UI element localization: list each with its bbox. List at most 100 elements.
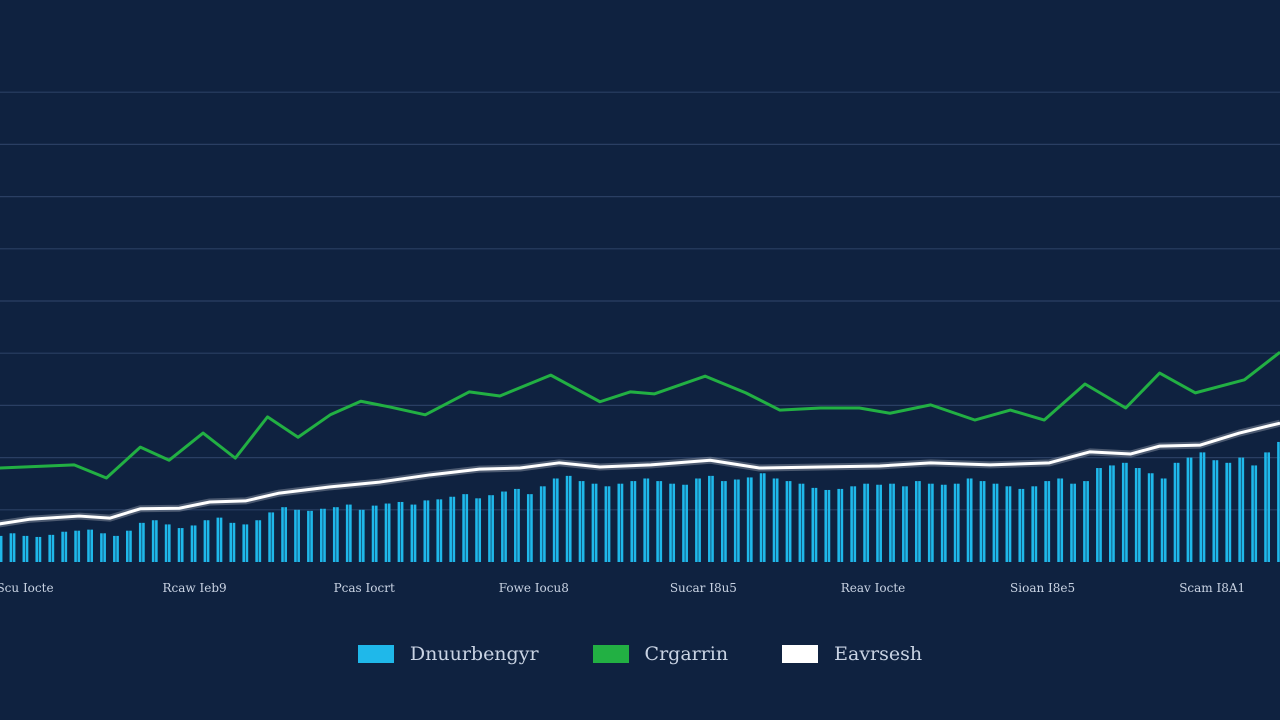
bar bbox=[798, 483, 802, 562]
bar bbox=[905, 486, 908, 562]
x-tick-label: Sucar I8u5 bbox=[670, 581, 737, 595]
bar bbox=[956, 483, 960, 562]
bar bbox=[229, 522, 233, 562]
bar bbox=[245, 524, 249, 562]
x-tick-label: Sioan I8e5 bbox=[1010, 581, 1075, 595]
x-tick-label: Reav Iocte bbox=[841, 581, 906, 595]
bar bbox=[759, 473, 763, 562]
bar bbox=[61, 531, 64, 562]
bar bbox=[90, 529, 93, 562]
bar bbox=[138, 522, 142, 562]
bar-series bbox=[0, 441, 1280, 562]
bar bbox=[953, 483, 957, 562]
bar bbox=[1060, 478, 1064, 562]
bar bbox=[1277, 441, 1280, 562]
bar bbox=[151, 520, 155, 562]
bar bbox=[1267, 452, 1271, 562]
bar bbox=[307, 510, 310, 562]
bar bbox=[695, 478, 698, 562]
bar bbox=[1070, 483, 1073, 562]
bar bbox=[594, 483, 598, 562]
x-tick-label: Rcaw Ieb9 bbox=[163, 581, 227, 595]
bar bbox=[514, 488, 517, 562]
legend: Dnuurbengyr Crgarrin Eavrsesh bbox=[0, 643, 1280, 665]
bar bbox=[711, 475, 714, 562]
bar bbox=[1134, 468, 1138, 562]
bar bbox=[74, 530, 77, 562]
bar bbox=[465, 494, 469, 562]
bar bbox=[25, 535, 29, 562]
bar bbox=[1251, 465, 1254, 562]
bar bbox=[258, 520, 262, 562]
bar bbox=[1173, 462, 1177, 562]
bar bbox=[750, 477, 753, 562]
bar bbox=[113, 535, 116, 562]
bar bbox=[568, 475, 572, 562]
bar bbox=[656, 481, 659, 562]
legend-item-bars: Dnuurbengyr bbox=[357, 643, 539, 665]
bar bbox=[449, 496, 452, 562]
bar bbox=[850, 486, 853, 562]
bar bbox=[720, 481, 724, 562]
bar bbox=[310, 510, 313, 562]
line-series bbox=[0, 350, 1280, 528]
bar bbox=[116, 535, 119, 562]
bar bbox=[853, 486, 857, 562]
bar bbox=[788, 481, 792, 562]
bar bbox=[737, 479, 740, 562]
bar bbox=[1241, 457, 1245, 562]
bar bbox=[892, 483, 895, 562]
bar bbox=[1073, 483, 1076, 562]
bar bbox=[840, 488, 844, 562]
bar bbox=[1021, 488, 1025, 562]
bar bbox=[876, 484, 879, 562]
bar bbox=[426, 500, 430, 562]
bar bbox=[371, 505, 375, 562]
legend-label: Crgarrin bbox=[644, 643, 729, 665]
bar bbox=[1044, 481, 1047, 562]
bar bbox=[863, 483, 866, 562]
bar bbox=[142, 522, 145, 562]
bar bbox=[889, 483, 892, 562]
bar bbox=[475, 498, 478, 562]
bar bbox=[814, 487, 818, 562]
bar bbox=[643, 478, 646, 562]
x-tick-label: Scu Iocte bbox=[0, 581, 54, 595]
bar bbox=[762, 473, 766, 562]
bar bbox=[1212, 460, 1216, 562]
bar bbox=[1099, 468, 1102, 562]
bar bbox=[1202, 452, 1206, 562]
bar bbox=[51, 534, 55, 562]
bar bbox=[410, 504, 414, 562]
bar bbox=[607, 486, 611, 562]
bar bbox=[698, 478, 701, 562]
bar bbox=[126, 530, 129, 562]
bar bbox=[1125, 462, 1128, 562]
bar bbox=[1238, 457, 1241, 562]
bar bbox=[526, 494, 530, 562]
bar bbox=[879, 484, 882, 562]
bar bbox=[504, 491, 507, 562]
legend-item-green: Crgarrin bbox=[592, 643, 729, 665]
bar bbox=[530, 494, 533, 562]
bar bbox=[565, 475, 569, 562]
bar bbox=[772, 478, 776, 562]
bar bbox=[837, 488, 840, 562]
bar bbox=[1150, 473, 1154, 562]
bar bbox=[633, 481, 637, 562]
bar bbox=[543, 486, 546, 562]
bar bbox=[1138, 468, 1141, 562]
bar bbox=[1008, 486, 1012, 562]
bar bbox=[824, 489, 828, 562]
bar bbox=[1225, 462, 1229, 562]
bar bbox=[103, 533, 106, 562]
bar bbox=[775, 478, 779, 562]
bar bbox=[129, 530, 132, 562]
bar bbox=[827, 489, 831, 562]
bar bbox=[1121, 462, 1125, 562]
bar bbox=[914, 481, 918, 562]
bar bbox=[400, 501, 404, 562]
bar bbox=[1018, 488, 1022, 562]
bar bbox=[193, 525, 197, 562]
bar bbox=[1086, 481, 1089, 562]
